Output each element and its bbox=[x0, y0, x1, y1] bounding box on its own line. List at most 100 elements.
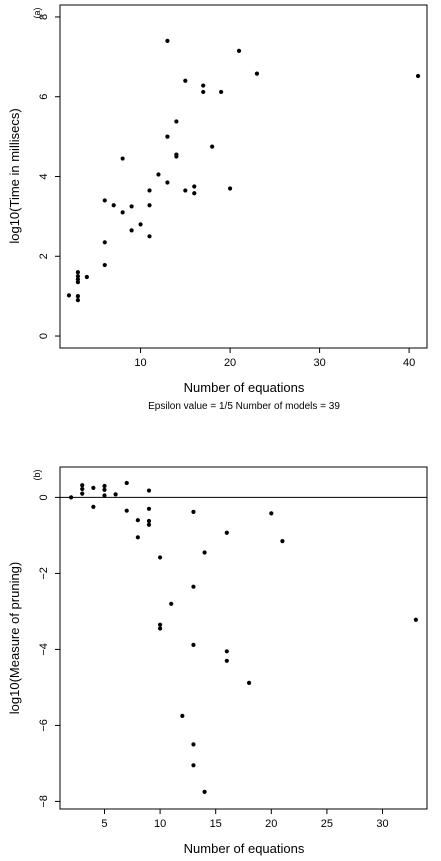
y-tick-label: 8 bbox=[38, 14, 50, 20]
data-point bbox=[156, 172, 161, 177]
data-point bbox=[147, 203, 152, 208]
panel-b: (b) 5 10 15 20 25 30 0 −2 −4 −6 −8 Number of equa… bbox=[7, 466, 428, 856]
data-point bbox=[111, 203, 116, 208]
data-point bbox=[129, 228, 134, 233]
data-point bbox=[91, 504, 96, 509]
data-point bbox=[201, 83, 206, 88]
data-point bbox=[280, 539, 285, 544]
y-axis-title: log10(Time in millisecs) bbox=[7, 108, 22, 243]
data-point bbox=[129, 204, 134, 209]
data-point bbox=[180, 713, 185, 719]
y-tick-label: −4 bbox=[38, 643, 50, 656]
y-tick-label: 4 bbox=[38, 173, 50, 179]
x-axis-title: Number of equations bbox=[184, 841, 305, 856]
data-point bbox=[120, 156, 125, 161]
data-point bbox=[75, 298, 81, 303]
x-axis-title: Number of equations bbox=[184, 380, 305, 395]
y-tick-label: −8 bbox=[38, 795, 50, 808]
data-point bbox=[135, 535, 140, 540]
panel-label: (b) bbox=[32, 469, 42, 480]
y-tick-label: −2 bbox=[38, 567, 50, 580]
x-tick-label: 20 bbox=[265, 818, 277, 830]
data-point bbox=[165, 38, 170, 43]
data-point bbox=[227, 186, 233, 191]
data-point bbox=[124, 480, 129, 486]
data-point bbox=[191, 509, 196, 514]
data-point bbox=[183, 78, 188, 83]
data-point bbox=[84, 274, 89, 280]
plot-frame bbox=[59, 466, 428, 810]
data-point bbox=[224, 658, 229, 663]
data-point bbox=[236, 48, 242, 53]
y-ticks: 0 2 4 6 8 bbox=[38, 14, 60, 339]
data-point bbox=[174, 119, 179, 124]
x-tick-label: 10 bbox=[154, 818, 166, 830]
data-point bbox=[202, 789, 207, 795]
data-point bbox=[183, 188, 188, 193]
data-point bbox=[75, 294, 81, 299]
plot-frame bbox=[59, 4, 428, 349]
data-point bbox=[75, 274, 81, 279]
data-point bbox=[102, 493, 107, 498]
data-point bbox=[69, 495, 74, 500]
data-point bbox=[191, 642, 196, 647]
x-tick-label: 15 bbox=[210, 818, 222, 830]
data-point bbox=[146, 518, 152, 524]
data-point bbox=[80, 483, 85, 488]
y-tick-label: 2 bbox=[38, 253, 50, 259]
x-tick-label: 30 bbox=[313, 357, 325, 369]
data-point bbox=[192, 184, 197, 189]
data-point bbox=[269, 511, 274, 516]
data-point bbox=[75, 280, 81, 285]
data-point bbox=[169, 601, 174, 606]
data-point bbox=[135, 518, 140, 523]
data-point bbox=[157, 555, 163, 560]
data-point bbox=[210, 144, 215, 149]
data-point bbox=[157, 622, 163, 627]
data-point bbox=[91, 485, 96, 490]
data-point bbox=[165, 134, 170, 139]
x-tick-label: 10 bbox=[134, 357, 146, 369]
y-tick-label: −6 bbox=[38, 719, 50, 732]
x-tick-label: 30 bbox=[376, 818, 388, 830]
data-point bbox=[102, 487, 107, 492]
x-ticks: 10 20 30 40 bbox=[134, 348, 415, 369]
data-point bbox=[415, 73, 421, 79]
data-points bbox=[66, 38, 421, 303]
data-point bbox=[201, 89, 206, 95]
data-point bbox=[254, 71, 260, 76]
data-point bbox=[146, 488, 152, 493]
data-point bbox=[146, 522, 152, 527]
x-tick-label: 40 bbox=[403, 357, 415, 369]
y-ticks: 0 −2 −4 −6 −8 bbox=[38, 494, 60, 808]
data-point bbox=[219, 89, 224, 95]
y-tick-label: 6 bbox=[38, 94, 50, 100]
data-point bbox=[165, 180, 170, 185]
data-point bbox=[138, 222, 143, 227]
x-tick-label: 20 bbox=[224, 357, 236, 369]
data-point bbox=[246, 680, 252, 685]
data-point bbox=[191, 763, 196, 768]
y-axis-title: log10(Measure of pruning) bbox=[7, 562, 22, 714]
panel-a: (a) 10 20 30 40 0 2 4 6 8 Number of equations l… bbox=[7, 4, 428, 412]
data-point bbox=[147, 188, 152, 193]
y-tick-label: 0 bbox=[38, 494, 50, 500]
data-point bbox=[191, 584, 196, 589]
panel-label: (a) bbox=[32, 7, 42, 18]
data-point bbox=[102, 483, 107, 489]
x-ticks: 5 10 15 20 25 30 bbox=[101, 809, 389, 830]
data-point bbox=[120, 210, 125, 215]
data-point bbox=[66, 293, 72, 298]
caption: Epsilon value = 1/5 Number of models = 3… bbox=[148, 401, 340, 412]
data-point bbox=[146, 506, 152, 511]
data-point bbox=[413, 617, 418, 622]
data-point bbox=[102, 240, 107, 245]
data-point bbox=[202, 550, 207, 555]
data-point bbox=[191, 742, 196, 747]
data-point bbox=[124, 508, 129, 513]
data-points bbox=[69, 480, 418, 795]
data-point bbox=[224, 649, 229, 654]
x-tick-label: 25 bbox=[321, 818, 333, 830]
data-point bbox=[75, 270, 81, 275]
